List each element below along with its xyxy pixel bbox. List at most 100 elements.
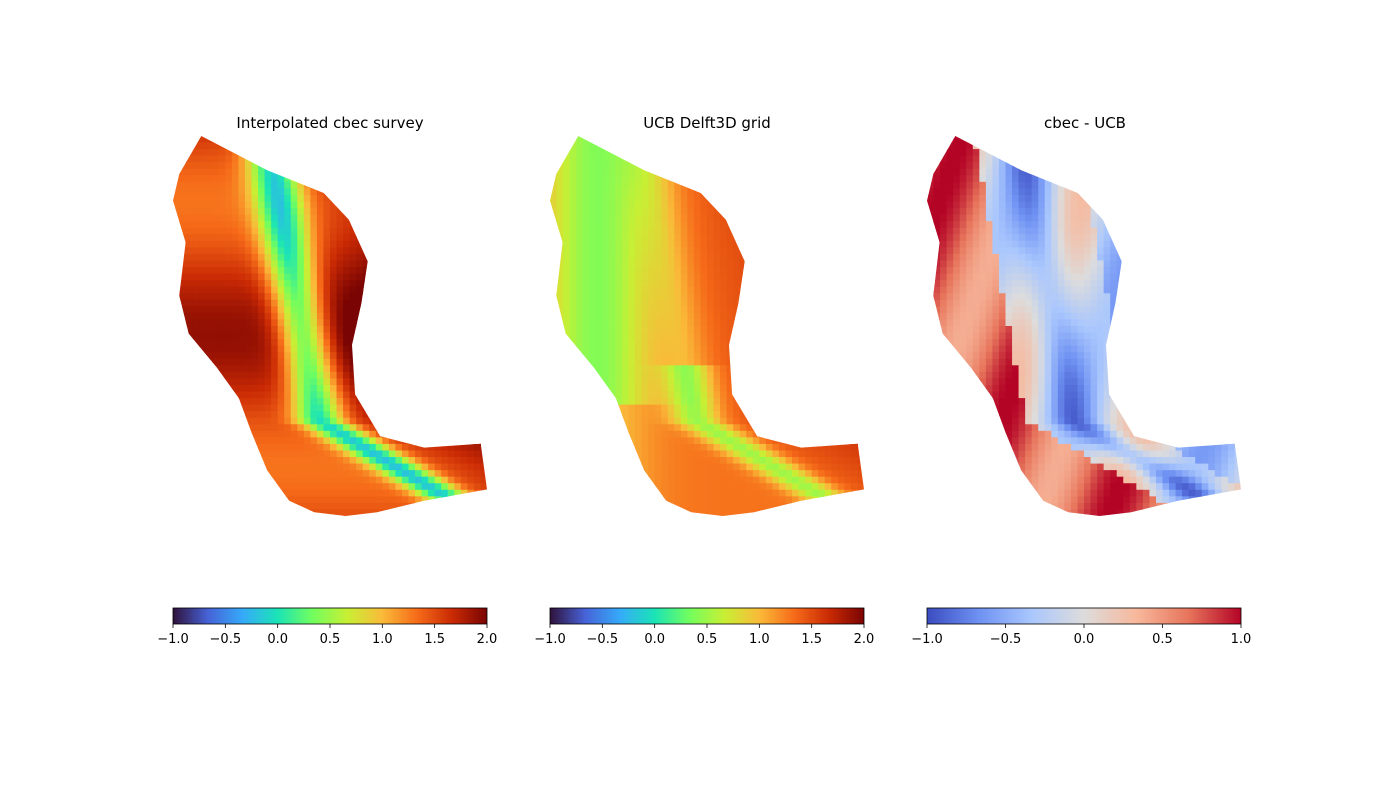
heatmap-cell: [231, 273, 240, 281]
heatmap-cell: [421, 247, 429, 255]
heatmap-cell: [303, 214, 311, 222]
heatmap-cell: [739, 201, 747, 209]
heatmap-cell: [218, 181, 226, 190]
heatmap-cell: [837, 149, 845, 157]
heatmap-cell: [733, 181, 741, 190]
heatmap-cell: [628, 312, 636, 321]
heatmap-cell: [277, 267, 285, 275]
heatmap-cell: [759, 175, 767, 183]
heatmap-cell: [336, 227, 344, 235]
heatmap-cell: [837, 306, 845, 314]
heatmap-cell: [434, 221, 442, 229]
heatmap-cell: [765, 417, 774, 425]
heatmap-cell: [654, 391, 662, 399]
heatmap-cell: [700, 194, 708, 203]
heatmap-cell: [746, 306, 754, 314]
heatmap-cell: [707, 424, 715, 432]
heatmap-cell: [316, 312, 325, 321]
heatmap-cell: [186, 149, 194, 157]
heatmap-cell: [661, 384, 669, 393]
heatmap-cell: [343, 221, 351, 229]
heatmap-cell: [460, 293, 468, 301]
heatmap-cell: [421, 332, 429, 340]
heatmap-cell: [460, 214, 468, 222]
heatmap-cell: [576, 424, 584, 432]
heatmap-cell: [628, 339, 636, 347]
heatmap-cell: [264, 306, 272, 314]
heatmap-cell: [199, 155, 207, 163]
heatmap-cell: [818, 398, 826, 406]
heatmap-cell: [733, 404, 741, 412]
heatmap-cell: [192, 162, 200, 170]
heatmap-cell: [798, 411, 806, 419]
heatmap-cell: [765, 181, 774, 190]
heatmap-cell: [441, 208, 449, 216]
heatmap-cell: [467, 404, 475, 412]
heatmap-cell: [244, 457, 253, 465]
heatmap-cell: [667, 194, 675, 203]
heatmap-cell: [726, 247, 734, 255]
heatmap-cell: [310, 384, 318, 393]
heatmap-cell: [179, 293, 187, 301]
heatmap-cell: [284, 326, 292, 334]
heatmap-cell: [805, 149, 813, 157]
heatmap-cell: [569, 234, 577, 242]
heatmap-cell: [271, 299, 279, 307]
heatmap-cell: [556, 339, 564, 347]
heatmap-cell: [421, 417, 429, 425]
heatmap-cell: [700, 345, 708, 353]
heatmap-cell: [297, 247, 305, 255]
heatmap-cell: [303, 437, 311, 445]
heatmap-cell: [667, 155, 675, 163]
heatmap-cell: [415, 391, 423, 399]
heatmap-cell: [582, 142, 590, 150]
heatmap-cell: [628, 273, 636, 281]
heatmap-cell: [772, 234, 780, 242]
heatmap-cell: [421, 398, 429, 406]
heatmap-cell: [635, 240, 643, 248]
heatmap-cell: [218, 253, 226, 262]
heatmap-cell: [480, 457, 487, 465]
heatmap-cell: [765, 280, 774, 288]
heatmap-cell: [460, 378, 468, 386]
heatmap-cell: [212, 384, 220, 393]
heatmap-cell: [349, 162, 357, 170]
heatmap-cell: [225, 293, 233, 301]
heatmap-cell: [621, 293, 630, 301]
heatmap-cell: [569, 398, 577, 406]
heatmap-cell: [447, 162, 455, 170]
heatmap-cell: [785, 181, 793, 190]
heatmap-cell: [316, 391, 325, 399]
heatmap-cell: [569, 365, 577, 373]
heatmap-cell: [447, 194, 455, 203]
heatmap-cell: [693, 234, 702, 242]
heatmap-cell: [369, 326, 377, 334]
heatmap-cell: [251, 398, 259, 406]
heatmap-cell: [356, 476, 364, 484]
heatmap-cell: [277, 332, 285, 340]
heatmap-cell: [434, 247, 442, 255]
heatmap-cell: [857, 227, 864, 235]
heatmap-cell: [316, 260, 325, 268]
heatmap-cell: [569, 430, 577, 438]
heatmap-cell: [336, 155, 344, 163]
heatmap-cell: [238, 312, 246, 321]
heatmap-cell: [231, 227, 240, 235]
heatmap-cell: [674, 175, 682, 183]
heatmap-cell: [720, 339, 728, 347]
heatmap-cell: [362, 476, 370, 484]
heatmap-cell: [343, 306, 351, 314]
heatmap-cell: [186, 509, 194, 516]
heatmap-cell: [615, 358, 623, 366]
heatmap-cell: [454, 489, 462, 497]
heatmap-cell: [460, 240, 468, 248]
heatmap-cell: [218, 463, 226, 471]
heatmap-cell: [349, 411, 357, 419]
heatmap-cell: [641, 247, 649, 255]
heatmap-cell: [693, 404, 702, 412]
heatmap-cell: [369, 345, 377, 353]
heatmap-cell: [667, 136, 675, 144]
heatmap-cell: [277, 358, 285, 366]
heatmap-cell: [850, 247, 859, 255]
heatmap-cell: [720, 371, 728, 380]
